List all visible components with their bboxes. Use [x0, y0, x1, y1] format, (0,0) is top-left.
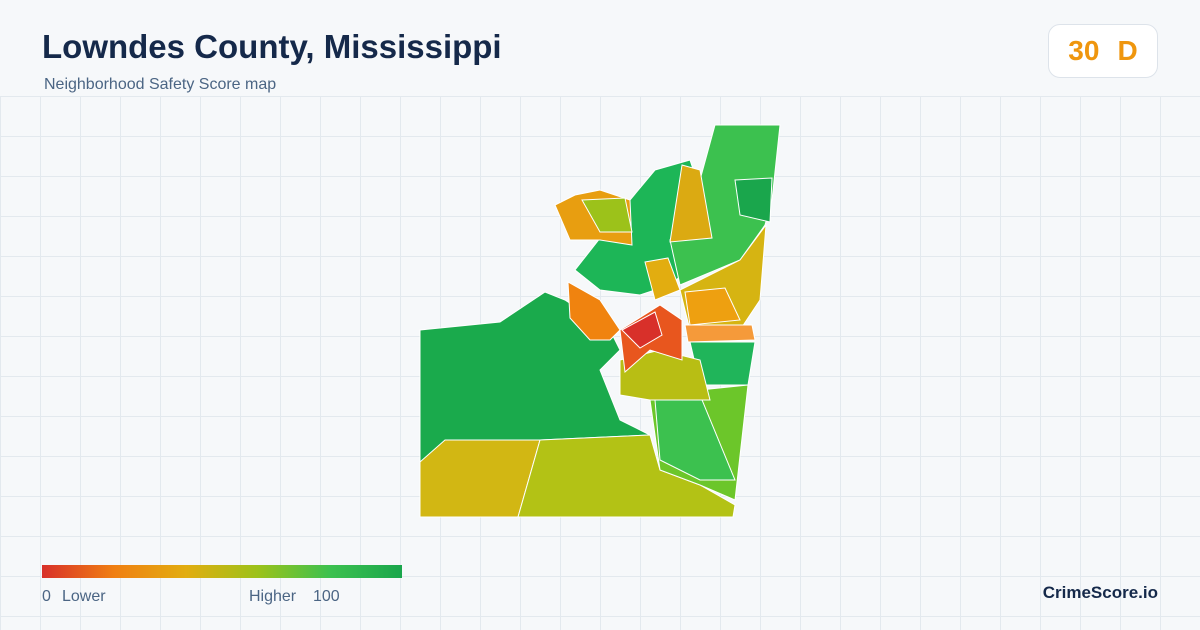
header [0, 0, 1200, 96]
region [684, 324, 756, 343]
legend-min-label: Lower [62, 588, 106, 605]
region [517, 434, 736, 518]
legend-max: 100 [313, 588, 340, 605]
legend-min: 0 [42, 588, 51, 605]
region [567, 281, 621, 341]
score-grade: D [1117, 35, 1138, 66]
brand: CrimeScore.io [1042, 583, 1158, 602]
region [684, 287, 741, 326]
region [669, 124, 781, 286]
legend-max-label: Higher [249, 588, 297, 605]
subtitle: Neighborhood Safety Score map [44, 76, 277, 93]
score-badge: 30 D [1048, 24, 1158, 78]
region [734, 177, 773, 223]
region [669, 164, 713, 243]
legend-gradient [42, 565, 402, 578]
region [621, 311, 663, 349]
title: Lowndes County, Mississippi [42, 28, 502, 65]
region [581, 197, 633, 233]
score-value: 30 [1068, 35, 1100, 66]
